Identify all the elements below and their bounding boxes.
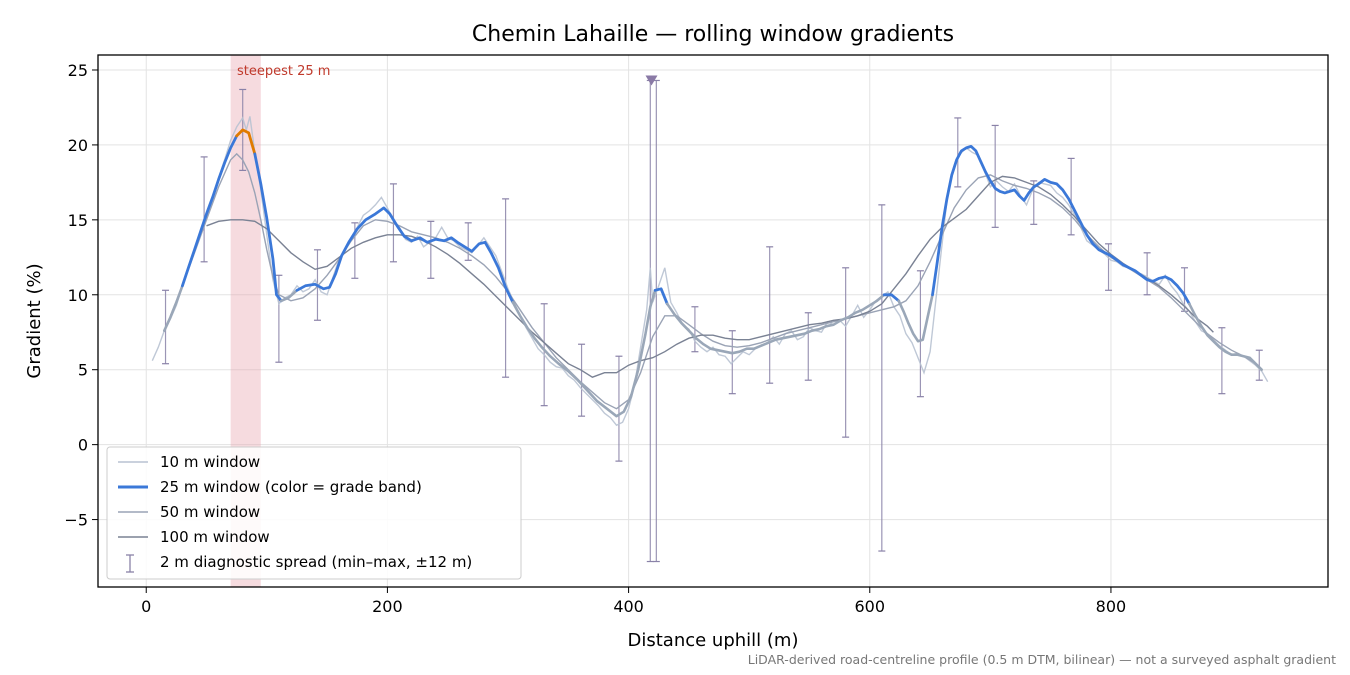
series-lines: [151, 116, 1269, 427]
x-axis-label: Distance uphill (m): [628, 630, 799, 651]
error-bar: [804, 312, 812, 381]
y-tick-label: 10: [68, 286, 88, 305]
chart-title: Chemin Lahaille — rolling window gradien…: [472, 22, 954, 47]
series-25m-segment-low: [897, 293, 934, 343]
error-bar: [578, 343, 586, 417]
series-25m-segment-low: [511, 289, 657, 418]
legend-label-100m: 100 m window: [160, 528, 270, 546]
error-bars: [162, 79, 1263, 563]
series-50m-line: [169, 152, 1256, 410]
x-tick-label: 600: [854, 597, 885, 616]
y-tick-label: 15: [68, 211, 88, 230]
y-tick-label: 5: [78, 361, 88, 380]
series-10m-line: [151, 116, 1269, 427]
legend: 10 m window 25 m window (color = grade b…: [106, 446, 522, 580]
error-bar: [842, 267, 850, 438]
error-bar: [652, 79, 660, 563]
series-25m-segment-mid: [882, 293, 901, 303]
series-25m-segment-mid: [931, 145, 1191, 306]
series-25m-segment-mid: [181, 134, 239, 288]
y-tick-label: 25: [68, 61, 88, 80]
legend-label-25m: 25 m window (color = grade band): [160, 478, 422, 496]
footnote: LiDAR-derived road-centreline profile (0…: [748, 652, 1336, 667]
series-25m-segment-low: [163, 284, 184, 332]
x-tick-label: 200: [372, 597, 403, 616]
error-bar: [991, 124, 999, 228]
error-bar: [916, 270, 924, 398]
error-bar: [1255, 349, 1263, 381]
error-bar: [275, 274, 283, 363]
error-bar: [1143, 252, 1151, 296]
series-25m-segment-low: [280, 289, 299, 303]
error-bar: [766, 246, 774, 384]
outlier-marker: [645, 75, 658, 86]
error-bar: [615, 355, 623, 462]
y-tick-label: 0: [78, 436, 88, 455]
series-25m-segment-low: [665, 293, 886, 355]
plot-frame: [97, 54, 1329, 588]
error-bar: [878, 204, 886, 552]
series-100m-line: [206, 175, 1214, 378]
series-25m-segment-mid: [653, 287, 669, 306]
legend-label-10m: 10 m window: [160, 453, 260, 471]
series-25m-segment-mid: [253, 152, 283, 303]
x-tick-label: 400: [613, 597, 644, 616]
outlier-markers: [645, 75, 658, 86]
y-axis-ticks: −5 0 5 10 15 20 25: [64, 61, 98, 530]
series-25m-segment-low: [1188, 302, 1263, 371]
error-bar: [427, 220, 435, 279]
y-axis-label: Gradient (%): [24, 263, 45, 378]
legend-label-50m: 50 m window: [160, 503, 260, 521]
x-tick-label: 0: [141, 597, 151, 616]
error-bar: [200, 156, 208, 263]
legend-swatch-errorbar: [126, 554, 134, 573]
y-tick-label: 20: [68, 136, 88, 155]
series-25m-segment-steep: [235, 128, 257, 156]
legend-box: [106, 446, 522, 580]
x-tick-label: 800: [1096, 597, 1127, 616]
error-bar: [1218, 327, 1226, 395]
x-axis-ticks: 0 200 400 600 800: [141, 587, 1126, 616]
y-tick-label: −5: [64, 511, 88, 530]
error-bar: [954, 117, 962, 188]
series-25m-segment-mid: [295, 206, 515, 304]
error-bar: [1067, 157, 1075, 236]
steepest-label: steepest 25 m: [237, 64, 330, 79]
legend-label-errorbar: 2 m diagnostic spread (min–max, ±12 m): [160, 553, 472, 571]
